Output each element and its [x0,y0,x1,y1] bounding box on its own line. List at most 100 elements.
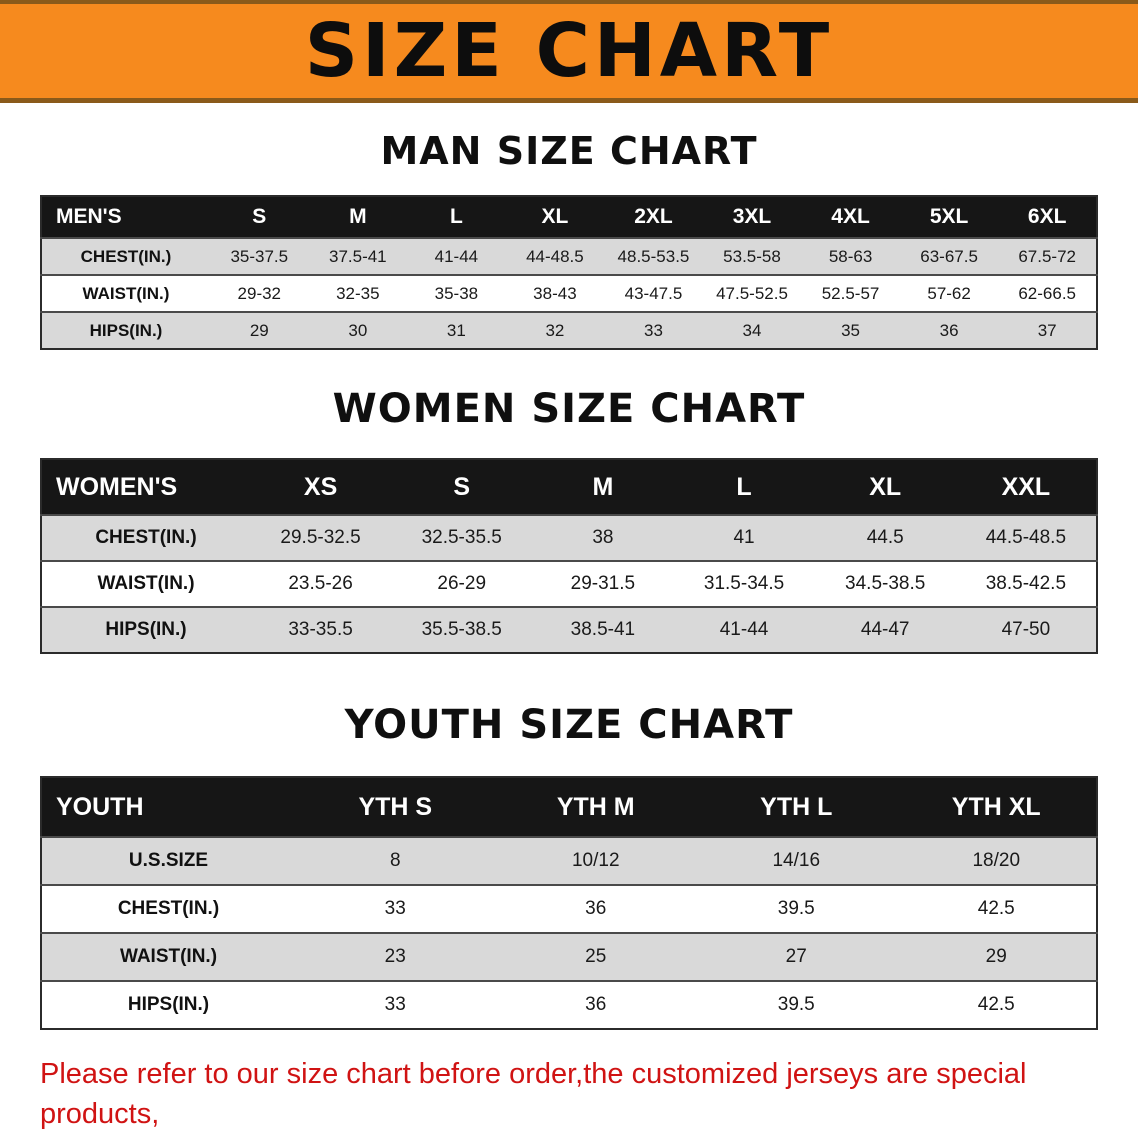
size-column-header: 5XL [899,196,999,238]
header-row: MEN'S S M L XL 2XL 3XL 4XL 5XL 6XL [41,196,1097,238]
size-column-header: M [532,459,674,515]
size-value-cell: 44.5-48.5 [985,527,1067,548]
measurement-label-cell: CHEST(IN.) [117,898,220,919]
size-column-header: XS [250,459,392,515]
size-value-cell: 41-44 [719,619,769,640]
youth-size-section: YOUTH SIZE CHART YOUTH YTH S YTH M YTH L YTH… [0,702,1138,1030]
size-value-cell: 23.5-26 [288,573,353,594]
size-value-cell: 25 [585,946,607,967]
header-row: YOUTH YTH S YTH M YTH L YTH XL [41,777,1097,837]
table-row: U.S.SIZE 8 10/12 14/16 18/20 [41,837,1097,885]
size-column-header: XL [814,459,956,515]
measurement-label-cell: CHEST(IN.) [80,246,172,266]
size-column-header: 6XL [998,196,1097,238]
size-column-header: S [391,459,533,515]
size-value-cell: 30 [348,320,368,340]
size-value-cell: 35 [841,320,861,340]
women-size-heading: WOMEN SIZE CHART [332,386,806,432]
size-value-cell: 44-48.5 [526,246,584,266]
measurement-label-cell: HIPS(IN.) [127,994,210,1015]
size-column-header: YTH S [295,777,496,837]
size-value-cell: 34.5-38.5 [845,573,926,594]
size-value-cell: 43-47.5 [624,283,683,303]
size-value-cell: 32.5-35.5 [421,527,502,548]
size-value-cell: 62-66.5 [1018,283,1077,303]
size-chart-banner: SIZE CHART [0,0,1138,103]
size-value-cell: 29-31.5 [570,573,636,594]
table-row: HIPS(IN.) 29 30 31 32 33 34 35 36 37 [41,312,1097,349]
size-value-cell: 29 [985,946,1007,967]
size-value-cell: 23 [384,946,406,967]
table-row: CHEST(IN.) 35-37.5 37.5-41 41-44 44-48.5 48.5… [41,238,1097,275]
measurement-label-cell: HIPS(IN.) [89,320,163,340]
size-value-cell: 29 [249,320,269,340]
size-value-cell: 39.5 [777,898,815,919]
size-column-header: YTH M [495,777,696,837]
size-value-cell: 29.5-32.5 [280,527,361,548]
size-value-cell: 67.5-72 [1018,246,1077,266]
size-value-cell: 8 [389,850,401,871]
measurement-label-cell: U.S.SIZE [128,850,209,871]
size-column-header: XL [505,196,605,238]
size-value-cell: 18/20 [972,850,1021,871]
size-value-cell: 38 [592,527,614,548]
table-title-cell: MEN'S [41,196,210,238]
men-size-table: MEN'S S M L XL 2XL 3XL 4XL 5XL 6XL CHEST(IN.) 35-37… [40,195,1098,350]
size-value-cell: 37 [1037,320,1057,340]
size-value-cell: 38-43 [533,283,577,303]
size-column-header: YTH L [696,777,897,837]
table-row: HIPS(IN.) 33-35.5 35.5-38.5 38.5-41 41-44 44-… [41,607,1097,653]
size-value-cell: 42.5 [977,994,1015,1015]
size-value-cell: 44-47 [860,619,910,640]
banner-title: SIZE CHART [304,8,834,94]
size-column-header: XXL [955,459,1097,515]
size-value-cell: 31.5-34.5 [703,573,785,594]
size-value-cell: 34 [742,320,762,340]
size-value-cell: 58-63 [828,246,873,266]
youth-size-heading: YOUTH SIZE CHART [344,702,794,748]
size-value-cell: 36 [939,320,959,340]
size-column-header: 2XL [604,196,703,238]
youth-size-table: YOUTH YTH S YTH M YTH L YTH XL U.S.SIZE 8 10/12… [40,776,1098,1030]
size-value-cell: 32-35 [336,283,380,303]
measurement-label-cell: WAIST(IN.) [82,283,170,303]
size-value-cell: 41-44 [434,246,479,266]
women-size-section: WOMEN SIZE CHART WOMEN'S XS S M L XL XXL CHEST(… [0,386,1138,654]
size-value-cell: 35.5-38.5 [421,619,502,640]
size-column-header: L [407,196,506,238]
size-value-cell: 33-35.5 [288,619,353,640]
size-value-cell: 29-32 [237,283,282,303]
size-value-cell: 63-67.5 [920,246,978,266]
size-value-cell: 35-37.5 [230,246,289,266]
size-value-cell: 47-50 [1001,619,1051,640]
size-value-cell: 38.5-41 [570,619,636,640]
size-column-header: 3XL [702,196,802,238]
size-value-cell: 36 [585,898,607,919]
disclaimer-note: Please refer to our size chart before or… [40,1054,1118,1132]
size-value-cell: 53.5-58 [723,246,781,266]
size-value-cell: 42.5 [977,898,1015,919]
women-size-table: WOMEN'S XS S M L XL XXL CHEST(IN.) 29.5-32.5 32.5… [40,458,1098,654]
table-title-cell: WOMEN'S [41,459,250,515]
size-column-header: YTH XL [896,777,1097,837]
size-value-cell: 10/12 [571,850,620,871]
size-value-cell: 57-62 [927,283,971,303]
size-value-cell: 32 [545,320,565,340]
size-column-header: M [308,196,408,238]
size-value-cell: 38.5-42.5 [985,573,1067,594]
measurement-label-cell: WAIST(IN.) [119,946,218,967]
size-column-header: S [210,196,309,238]
size-value-cell: 37.5-41 [328,246,387,266]
men-size-heading: MAN SIZE CHART [380,129,758,173]
size-value-cell: 31 [446,320,466,340]
size-value-cell: 44.5 [866,527,904,548]
size-value-cell: 52.5-57 [821,283,880,303]
size-column-header: 4XL [801,196,900,238]
size-value-cell: 36 [585,994,607,1015]
table-row: WAIST(IN.) 23 25 27 29 [41,933,1097,981]
table-title-cell: YOUTH [41,777,295,837]
measurement-label-cell: CHEST(IN.) [95,527,197,548]
size-value-cell: 41 [733,527,755,548]
size-value-cell: 14/16 [772,850,821,871]
